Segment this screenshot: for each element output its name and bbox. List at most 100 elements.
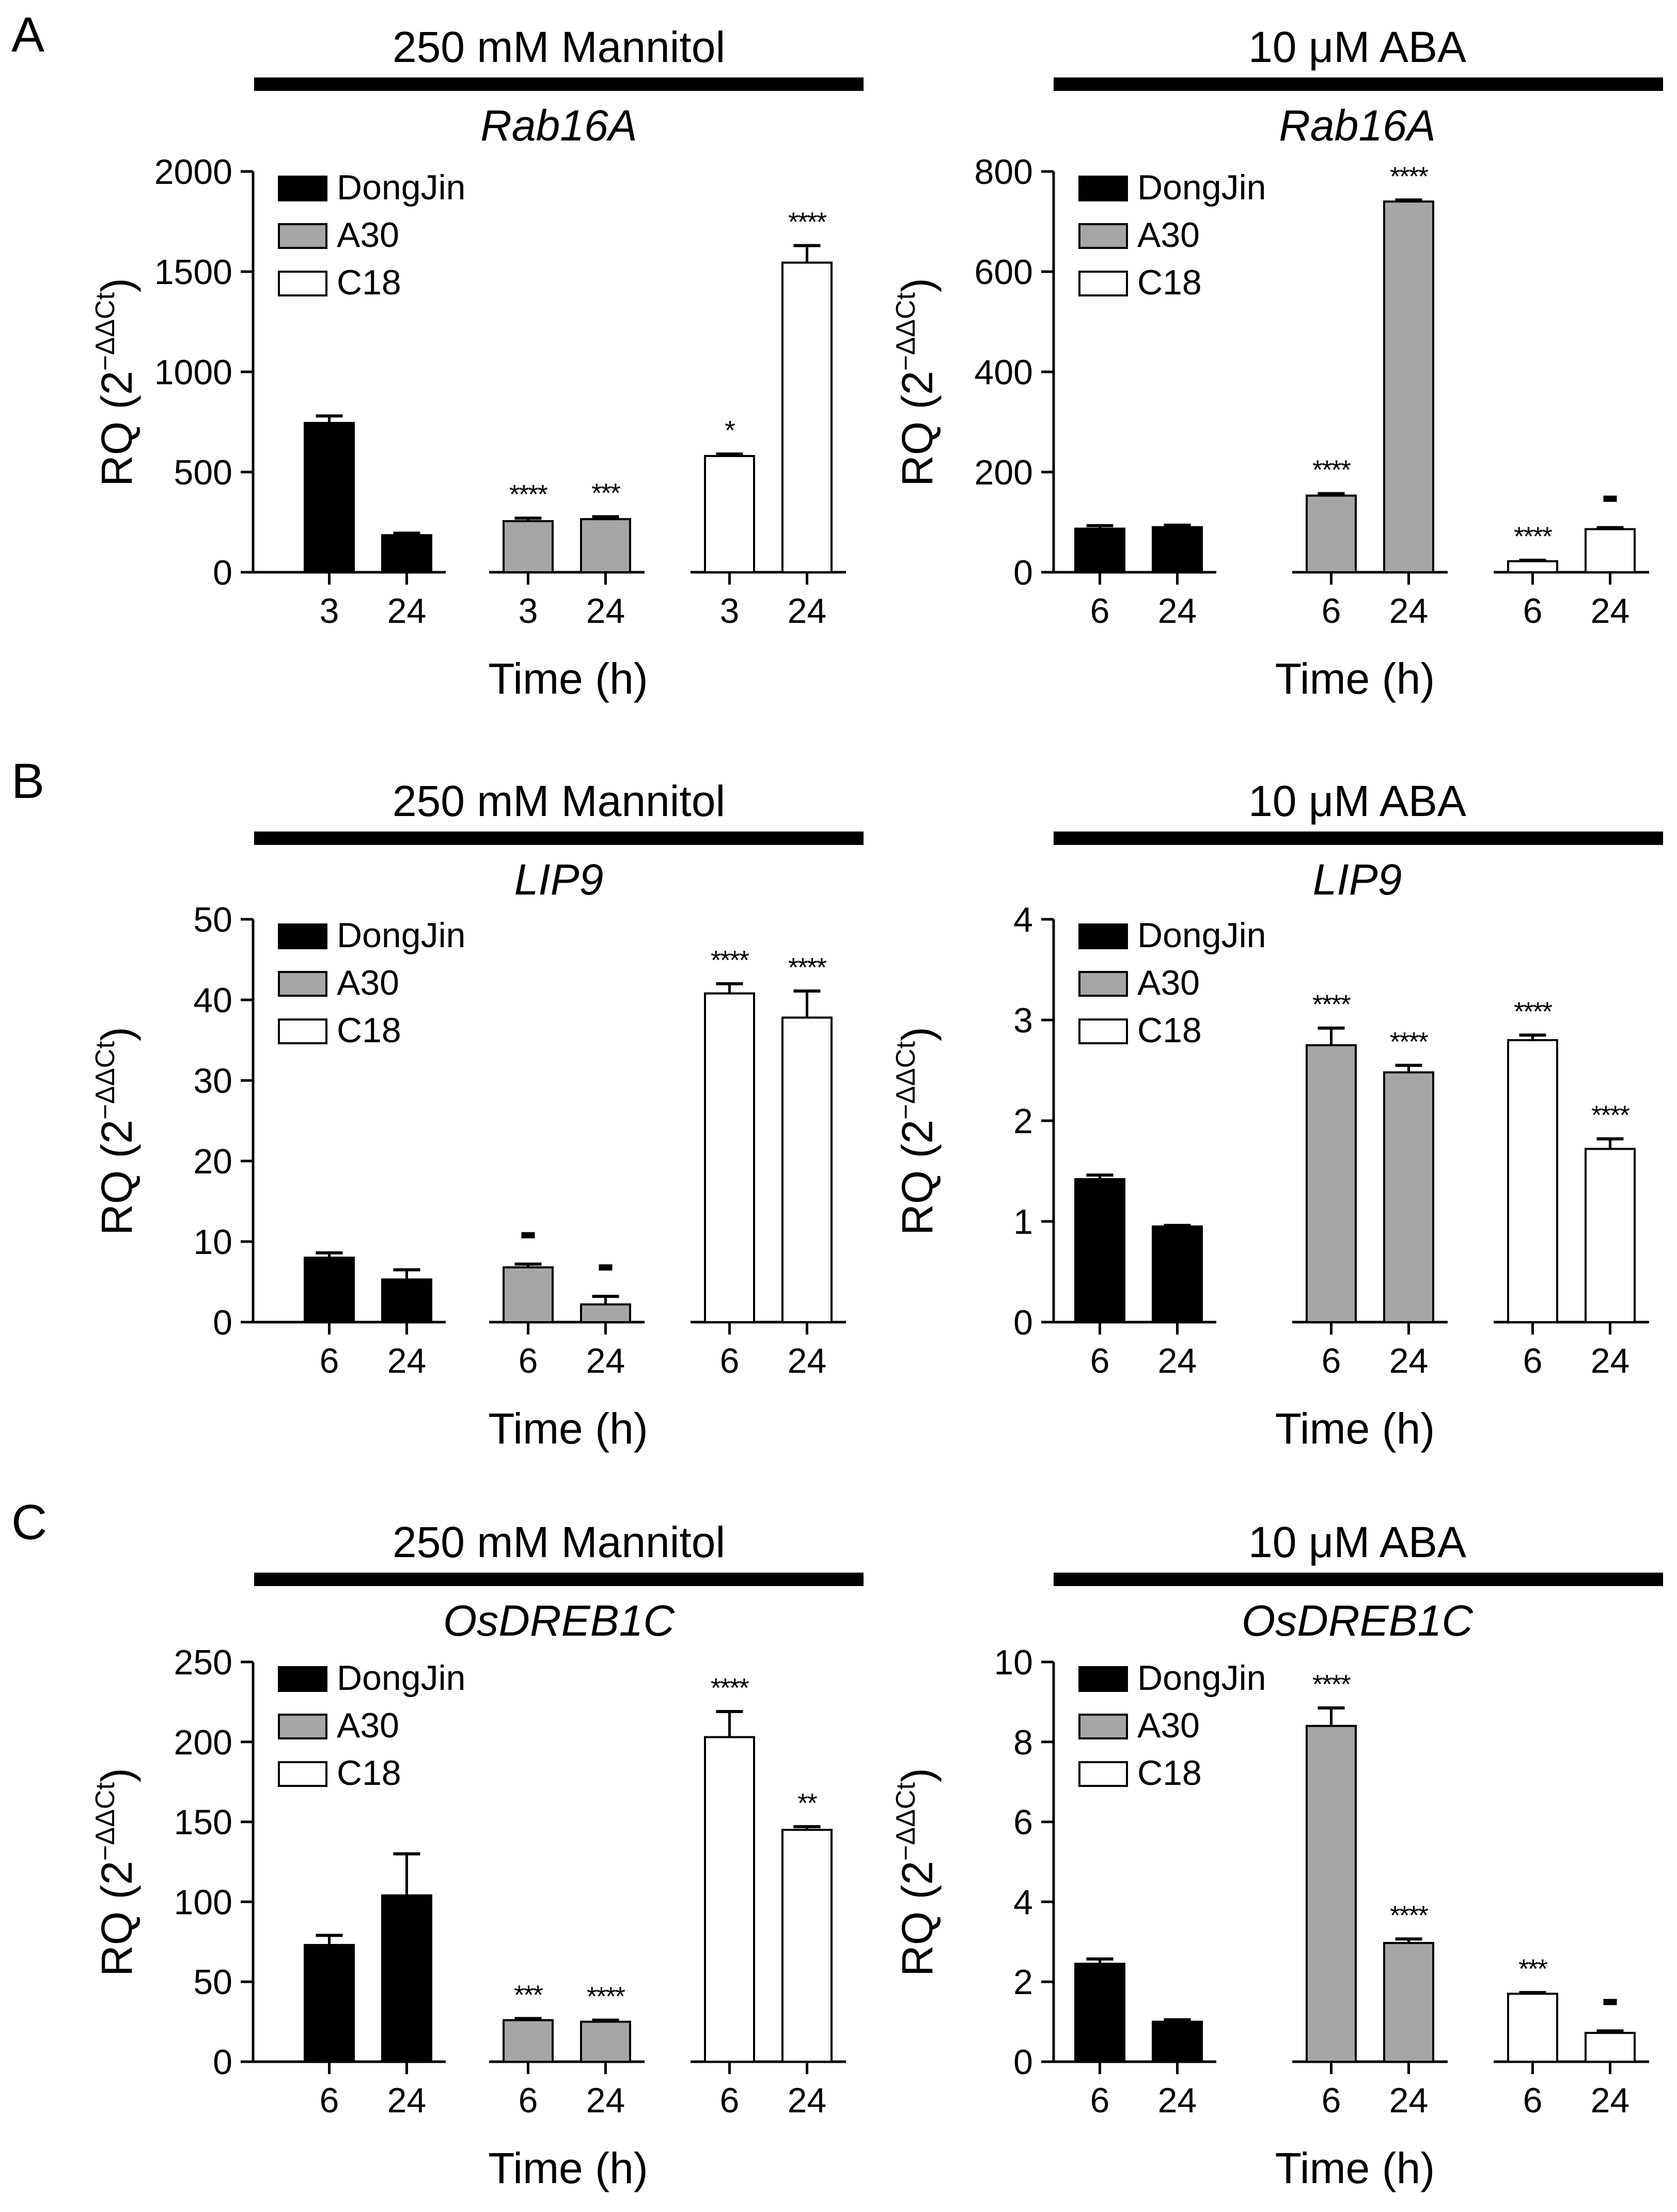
treatment-bar [254,832,864,845]
x-tick-label: 3 [519,591,538,631]
bar-dongjin-24 [1152,526,1203,574]
bar-c18-6 [1507,560,1558,574]
legend-swatch-c18 [1078,271,1128,296]
y-tick-label: 500 [174,453,232,492]
chart-b-mannitol: B 250 mM Mannitol LIP9 0 10 20 30 40 50 RQ (2−ΔΔC… [11,754,864,1453]
bar-dongjin-6 [1074,527,1125,573]
y-tick-label: 2000 [154,152,232,192]
sig-marker-dash [599,1264,613,1271]
x-tick-label: 6 [1322,591,1341,631]
y-tick-label: 10 [193,1222,232,1262]
legend-label: A30 [1137,963,1200,1002]
sig-marker-dash [1603,1999,1617,2005]
sig-marker: **** [1312,1670,1351,1700]
x-axis-label: Time (h) [1275,654,1435,703]
x-tick-label: 6 [1523,591,1543,631]
bar-a30-24 [580,1303,631,1323]
bar-c18-6 [1507,1993,1558,2063]
bar-a30-24 [1383,1942,1434,2063]
x-tick-label: 6 [320,1341,339,1380]
sig-marker: **** [587,1982,625,2012]
x-tick-label: 6 [720,2081,740,2120]
treatment-bar [254,77,864,91]
x-tick-label: 24 [387,2081,427,2120]
sig-marker: * [725,416,735,446]
x-axis-label: Time (h) [1275,1404,1435,1453]
x-tick-label: 24 [586,1341,625,1380]
sig-marker: *** [1518,1954,1547,1984]
x-tick-label: 24 [1389,2081,1429,2120]
x-tick-label: 6 [1090,2081,1110,2120]
gene-title: Rab16A [480,101,637,150]
legend-label: A30 [1137,215,1200,255]
legend-swatch-a30 [1078,223,1128,249]
legend-swatch-dongjin [1078,923,1128,949]
x-tick-label: 24 [1158,591,1197,631]
bar-c18-24 [1585,2032,1636,2063]
legend-swatch-c18 [1078,1018,1128,1044]
bar-a30-24 [580,2020,631,2063]
sig-marker: **** [1312,456,1351,485]
y-tick-label: 400 [975,353,1033,392]
x-tick-label: 6 [519,1341,538,1380]
legend-swatch-a30 [278,1714,327,1739]
panel-letter: C [11,1495,47,1550]
x-tick-label: 24 [1591,591,1630,631]
bar-a30-6 [503,1266,554,1323]
x-tick-label: 3 [320,591,339,631]
y-tick-label: 200 [975,453,1033,492]
y-tick-label: 0 [213,2043,232,2082]
y-axis-label: RQ (2−ΔΔCt) [90,1768,141,1976]
sig-marker: **** [1514,522,1553,552]
legend-swatch-dongjin [278,1666,327,1692]
x-tick-label: 6 [1322,2081,1341,2120]
bar-dongjin-24 [1152,2020,1203,2063]
treatment-bar [1054,77,1663,91]
y-tick-label: 0 [1013,1303,1033,1342]
x-tick-label: 24 [387,1341,427,1380]
treatment-bar [1054,832,1663,845]
gene-title: Rab16A [1279,101,1436,150]
bar-dongjin-6 [1074,1178,1125,1324]
bar-a30-24 [1383,1071,1434,1323]
y-tick-label: 1000 [154,353,232,392]
chart-a-aba: 10 μM ABA Rab16A 0 200 400 600 800 RQ (2−ΔΔCt) 6… [891,23,1663,703]
y-tick-label: 0 [1013,2043,1033,2082]
bar-dongjin-24 [1152,1225,1203,1323]
treatment-bar [1054,1573,1663,1586]
y-tick-label: 10 [994,1643,1033,1682]
x-tick-label: 6 [1322,1341,1341,1380]
bar-c18-6 [1507,1039,1558,1323]
x-tick-label: 6 [720,1341,740,1380]
x-tick-label: 6 [1090,1341,1110,1380]
bar-c18-24 [781,1829,833,2063]
bar-c18-6 [704,992,755,1323]
legend-swatch-c18 [278,271,327,296]
sig-marker: **** [509,480,548,510]
y-tick-label: 2 [1013,1963,1033,2002]
chart-c-mannitol: C 250 mM Mannitol OsDREB1C 0 50 100 150 200 250 R… [11,1495,864,2192]
y-tick-label: 800 [975,152,1033,192]
legend-swatch-a30 [1078,1714,1128,1739]
legend-swatch-dongjin [278,176,327,201]
bar-c18-3 [704,454,755,574]
x-axis-label: Time (h) [488,1404,648,1453]
legend-swatch-a30 [1078,971,1128,997]
y-tick-label: 20 [193,1142,232,1181]
bar-a30-6 [503,2019,554,2063]
x-axis-label: Time (h) [488,654,648,703]
y-tick-label: 50 [193,900,232,939]
sig-marker: **** [1390,162,1429,192]
y-tick-label: 50 [193,1963,232,2002]
bar-c18-24 [781,1016,833,1323]
y-axis-label: RQ (2−ΔΔCt) [891,278,942,487]
treatment-title: 10 μM ABA [1248,777,1466,825]
legend-label: C18 [337,263,401,302]
x-tick-label: 6 [1523,1341,1543,1380]
treatment-title: 10 μM ABA [1248,1518,1466,1566]
bar-a30-6 [1306,1724,1357,2063]
x-axis-label: Time (h) [488,2144,648,2192]
x-tick-label: 24 [1389,591,1429,631]
